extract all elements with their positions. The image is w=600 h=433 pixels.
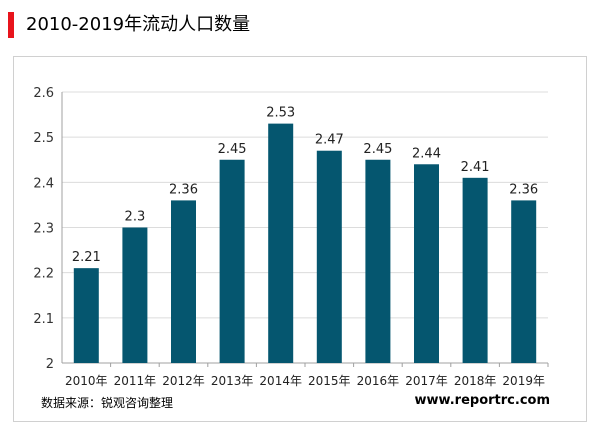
bar bbox=[365, 159, 391, 363]
x-tick-label: 2015年 bbox=[308, 374, 351, 388]
x-tick-label: 2018年 bbox=[454, 374, 497, 388]
data-label: 2.53 bbox=[266, 106, 295, 121]
y-tick-label: 2.5 bbox=[33, 131, 54, 146]
x-tick-label: 2012年 bbox=[162, 374, 205, 388]
data-label: 2.44 bbox=[412, 146, 441, 161]
y-tick-label: 2.1 bbox=[33, 312, 54, 327]
y-tick-label: 2 bbox=[46, 357, 54, 372]
x-tick-label: 2013年 bbox=[211, 374, 254, 388]
bars bbox=[73, 123, 537, 363]
bar bbox=[462, 177, 488, 363]
x-tick-label: 2017年 bbox=[405, 374, 448, 388]
bar bbox=[122, 227, 148, 363]
x-tick-label: 2019年 bbox=[502, 374, 545, 388]
y-tick-label: 2.4 bbox=[33, 176, 54, 191]
data-label: 2.47 bbox=[315, 133, 344, 148]
bar bbox=[414, 164, 439, 363]
bar bbox=[268, 123, 294, 363]
x-tick-label: 2016年 bbox=[357, 374, 400, 388]
bar bbox=[219, 159, 245, 363]
page-title: 2010-2019年流动人口数量 bbox=[26, 14, 251, 35]
bar bbox=[171, 200, 196, 363]
bar bbox=[73, 268, 99, 363]
data-label: 2.36 bbox=[169, 182, 198, 197]
y-tick-label: 2.2 bbox=[33, 267, 54, 282]
bar bbox=[511, 200, 537, 363]
y-tick-label: 2.6 bbox=[33, 86, 54, 101]
chart-frame bbox=[13, 56, 587, 422]
data-labels: 2.21 2.3 2.36 2.45 2.53 2.47 2.45 2.44 2.41 2.36 bbox=[72, 106, 538, 266]
bar bbox=[316, 150, 342, 363]
data-source-note: 数据来源：锐观咨询整理 bbox=[41, 396, 174, 410]
data-label: 2.3 bbox=[125, 210, 146, 225]
y-tick-label: 2.3 bbox=[33, 222, 54, 237]
data-label: 2.45 bbox=[218, 142, 247, 157]
data-label: 2.41 bbox=[461, 160, 490, 175]
x-tick-label: 2014年 bbox=[259, 374, 302, 388]
data-label: 2.36 bbox=[509, 182, 538, 197]
data-label: 2.45 bbox=[363, 142, 392, 157]
website-link[interactable]: www.reportrc.com bbox=[414, 393, 550, 408]
x-tick-label: 2011年 bbox=[114, 374, 157, 388]
tick-labels: 2 2.1 2.2 2.3 2.4 2.5 2.6 2010年 2011年 2012年 2013年 2… bbox=[33, 86, 545, 388]
x-tick-label: 2010年 bbox=[65, 374, 108, 388]
data-label: 2.21 bbox=[72, 250, 101, 265]
title-accent-bar bbox=[8, 12, 14, 38]
